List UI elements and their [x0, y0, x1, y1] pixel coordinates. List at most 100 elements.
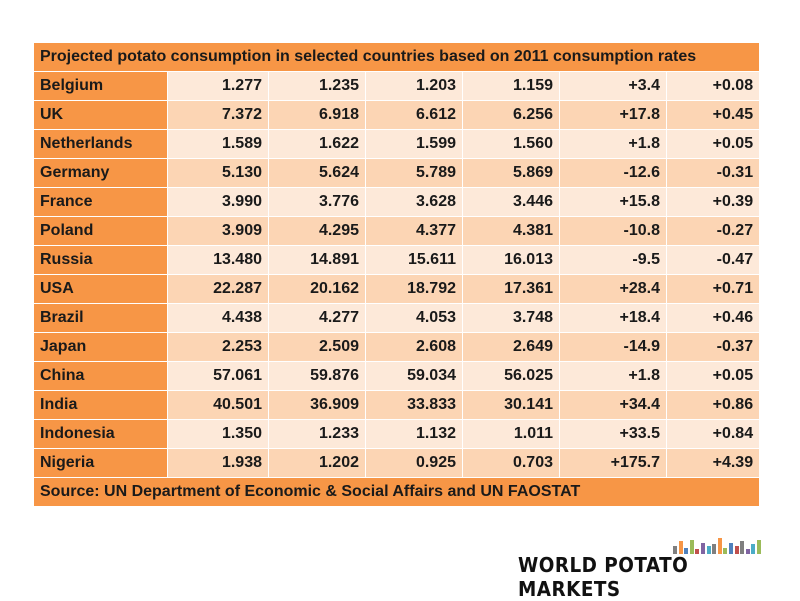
logo-bar: [706, 546, 711, 554]
value-cell: 1.011: [462, 419, 560, 449]
value-cell: 1.622: [268, 129, 366, 159]
table-source: Source: UN Department of Economic & Soci…: [32, 477, 761, 507]
value-cell: 3.776: [268, 187, 366, 217]
table-row: Japan 2.253 2.509 2.608 2.649 -14.9 -0.37: [33, 332, 761, 362]
country-cell: Netherlands: [33, 129, 168, 159]
value-cell: 5.869: [462, 158, 560, 188]
value-cell: 59.876: [268, 361, 366, 391]
country-cell: India: [33, 390, 168, 420]
value-cell: +0.86: [665, 390, 761, 420]
value-cell: 3.628: [365, 187, 463, 217]
value-cell: 2.608: [365, 332, 463, 362]
country-cell: Nigeria: [33, 448, 168, 478]
value-cell: 57.061: [167, 361, 269, 391]
value-cell: 5.624: [268, 158, 366, 188]
value-cell: 5.130: [167, 158, 269, 188]
logo-bar: [757, 539, 761, 554]
value-cell: 6.918: [268, 100, 366, 130]
value-cell: 16.013: [462, 245, 560, 275]
country-cell: Belgium: [33, 71, 168, 101]
country-cell: France: [33, 187, 168, 217]
table-row: USA 22.287 20.162 18.792 17.361 +28.4 +0.71: [33, 274, 761, 304]
value-cell: 4.053: [365, 303, 463, 333]
value-cell: +0.08: [665, 71, 761, 101]
value-cell: +0.84: [665, 419, 761, 449]
value-cell: -0.27: [665, 216, 761, 246]
value-cell: +1.8: [559, 361, 667, 391]
value-cell: -0.31: [665, 158, 761, 188]
table-row: France 3.990 3.776 3.628 3.446 +15.8 +0.39: [33, 187, 761, 217]
value-cell: 15.611: [365, 245, 463, 275]
world-potato-markets-logo: WORLD POTATO MARKETS: [518, 538, 763, 601]
value-cell: +0.05: [665, 129, 761, 159]
value-cell: 0.925: [365, 448, 463, 478]
value-cell: 2.253: [167, 332, 269, 362]
value-cell: 4.381: [462, 216, 560, 246]
value-cell: 0.703: [462, 448, 560, 478]
table-title: Projected potato consumption in selected…: [32, 42, 761, 72]
value-cell: 30.141: [462, 390, 560, 420]
table-row: Brazil 4.438 4.277 4.053 3.748 +18.4 +0.46: [33, 303, 761, 333]
logo-bar: [745, 549, 750, 554]
value-cell: 3.990: [167, 187, 269, 217]
value-cell: 14.891: [268, 245, 366, 275]
value-cell: 6.256: [462, 100, 560, 130]
table-row: Russia 13.480 14.891 15.611 16.013 -9.5 -0.47: [33, 245, 761, 275]
logo-bar: [723, 547, 728, 554]
logo-bar: [740, 541, 745, 554]
country-cell: Brazil: [33, 303, 168, 333]
value-cell: 1.560: [462, 129, 560, 159]
value-cell: 22.287: [167, 274, 269, 304]
table-row: Nigeria 1.938 1.202 0.925 0.703 +175.7 +4.39: [33, 448, 761, 478]
value-cell: 1.599: [365, 129, 463, 159]
value-cell: +0.45: [665, 100, 761, 130]
value-cell: 1.202: [268, 448, 366, 478]
logo-bar: [734, 546, 739, 554]
value-cell: 2.649: [462, 332, 560, 362]
value-cell: 3.909: [167, 216, 269, 246]
value-cell: +1.8: [559, 129, 667, 159]
logo-bar: [673, 546, 677, 554]
value-cell: +34.4: [559, 390, 667, 420]
table-row: China 57.061 59.876 59.034 56.025 +1.8 +0.05: [33, 361, 761, 391]
country-cell: UK: [33, 100, 168, 130]
value-cell: -9.5: [559, 245, 667, 275]
value-cell: 20.162: [268, 274, 366, 304]
table-row: Belgium 1.277 1.235 1.203 1.159 +3.4 +0.08: [33, 71, 761, 101]
country-cell: China: [33, 361, 168, 391]
logo-bar: [717, 538, 722, 554]
logo-bar: [701, 542, 705, 554]
value-cell: +28.4: [559, 274, 667, 304]
value-cell: 7.372: [167, 100, 269, 130]
value-cell: 3.748: [462, 303, 560, 333]
logo-bar: [678, 541, 683, 554]
value-cell: 18.792: [365, 274, 463, 304]
consumption-table-container: Projected potato consumption in selected…: [32, 42, 761, 507]
value-cell: +0.05: [665, 361, 761, 391]
value-cell: 56.025: [462, 361, 560, 391]
value-cell: +33.5: [559, 419, 667, 449]
value-cell: 1.277: [167, 71, 269, 101]
value-cell: -14.9: [559, 332, 667, 362]
value-cell: 33.833: [365, 390, 463, 420]
value-cell: +18.4: [559, 303, 667, 333]
country-cell: Germany: [33, 158, 168, 188]
value-cell: -10.8: [559, 216, 667, 246]
value-cell: +0.46: [665, 303, 761, 333]
country-cell: USA: [33, 274, 168, 304]
value-cell: +175.7: [559, 448, 667, 478]
value-cell: +15.8: [559, 187, 667, 217]
logo-bar: [751, 544, 756, 554]
value-cell: 5.789: [365, 158, 463, 188]
country-cell: Indonesia: [33, 419, 168, 449]
logo-bar: [729, 542, 733, 554]
value-cell: 40.501: [167, 390, 269, 420]
table-row: Indonesia 1.350 1.233 1.132 1.011 +33.5 +0.84: [33, 419, 761, 449]
table-row: Poland 3.909 4.295 4.377 4.381 -10.8 -0.27: [33, 216, 761, 246]
value-cell: 6.612: [365, 100, 463, 130]
logo-bar: [695, 549, 700, 554]
logo-bar: [712, 544, 717, 554]
value-cell: 13.480: [167, 245, 269, 275]
value-cell: 2.509: [268, 332, 366, 362]
country-cell: Poland: [33, 216, 168, 246]
